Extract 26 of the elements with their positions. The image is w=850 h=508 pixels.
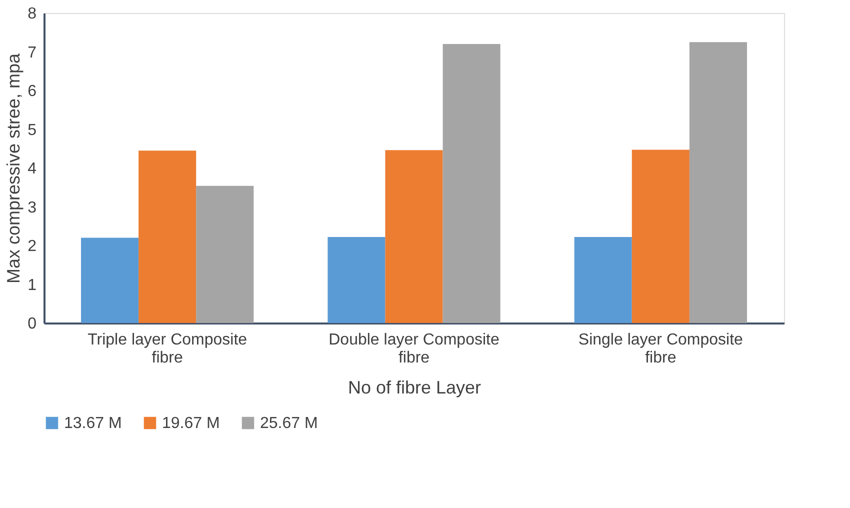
y-tick-label: 8 <box>28 6 37 22</box>
bar <box>81 238 139 323</box>
bar <box>574 236 632 323</box>
x-tick-label: Triple layer Composite fibre <box>88 332 248 366</box>
y-tick-label: 7 <box>28 44 37 62</box>
bar <box>632 150 690 323</box>
bar <box>385 150 443 323</box>
y-tick-label: 2 <box>28 238 37 255</box>
x-axis-title: No of fibre Layer <box>348 378 482 398</box>
y-tick-label: 5 <box>28 122 37 139</box>
y-tick-label: 0 <box>28 316 37 332</box>
bar <box>196 186 254 323</box>
y-tick-label: 4 <box>28 160 37 178</box>
legend-label: 25.67 M <box>260 415 318 432</box>
bar <box>328 236 386 323</box>
y-tick-label: 3 <box>28 199 37 216</box>
bar <box>442 44 500 323</box>
bar <box>689 42 747 323</box>
legend-label: 19.67 M <box>162 415 220 432</box>
y-tick-label: 6 <box>28 83 37 100</box>
bar <box>138 150 196 323</box>
legend-label: 13.67 M <box>64 415 122 432</box>
x-tick-label: Double layer Composite fibre <box>328 332 500 366</box>
y-tick-label: 1 <box>28 276 37 294</box>
y-axis-title: Max compressive stree, mpa <box>4 52 24 284</box>
x-tick-label: Single layer Composite fibre <box>578 332 744 366</box>
